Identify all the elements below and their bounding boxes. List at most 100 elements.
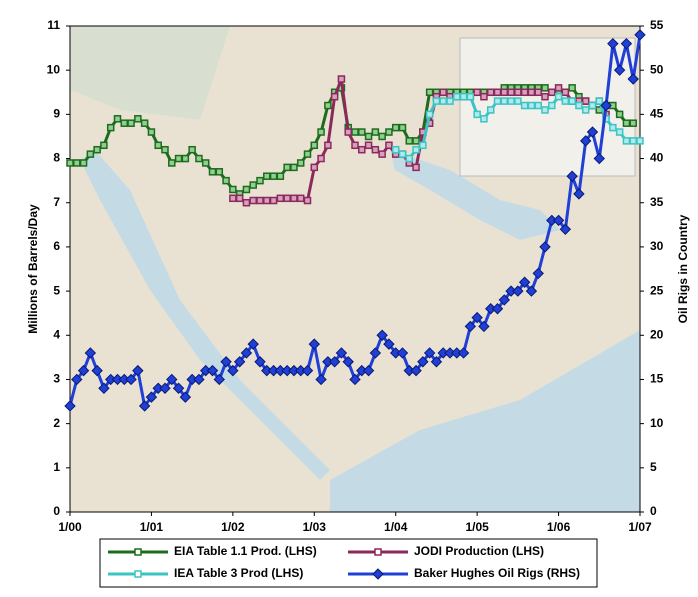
marker — [600, 99, 612, 112]
marker — [586, 126, 599, 138]
marker — [486, 106, 495, 114]
marker — [439, 97, 447, 105]
marker — [263, 172, 271, 180]
marker — [84, 347, 97, 359]
marker — [627, 73, 639, 85]
y-tick-label: 5 — [53, 283, 60, 297]
marker — [396, 347, 409, 359]
marker — [464, 320, 477, 333]
marker — [539, 241, 551, 253]
marker — [324, 101, 332, 110]
y2-tick-label: 55 — [650, 18, 664, 32]
y-tick-label: 7 — [53, 195, 60, 209]
marker — [480, 115, 488, 123]
marker — [525, 285, 538, 297]
marker — [235, 194, 244, 203]
marker — [478, 320, 490, 333]
marker — [607, 37, 619, 50]
marker — [132, 364, 144, 377]
y2-tick-label: 25 — [650, 283, 664, 297]
marker — [615, 110, 624, 119]
marker — [227, 364, 239, 377]
marker — [283, 163, 291, 172]
y2-tick-label: 20 — [650, 327, 664, 341]
legend-marker — [134, 570, 142, 578]
marker — [575, 101, 583, 110]
marker — [432, 97, 441, 105]
marker — [159, 382, 171, 394]
marker — [113, 115, 122, 123]
marker — [172, 382, 185, 394]
marker — [636, 137, 644, 145]
y2-tick-label: 0 — [650, 504, 657, 518]
marker — [215, 168, 224, 176]
marker — [520, 88, 529, 97]
marker — [507, 97, 515, 105]
y2-tick-label: 45 — [650, 107, 664, 121]
marker — [500, 88, 509, 97]
x-tick-label: 1/05 — [465, 520, 489, 534]
marker — [493, 97, 502, 105]
marker — [507, 88, 515, 97]
marker — [188, 145, 196, 154]
marker — [337, 75, 346, 83]
y-tick-label: 3 — [53, 372, 60, 386]
legend-label: IEA Table 3 Prod (LHS) — [174, 566, 303, 580]
marker — [351, 141, 359, 150]
marker — [514, 88, 522, 97]
marker — [573, 188, 585, 200]
marker — [296, 194, 305, 203]
marker — [301, 364, 314, 377]
marker — [349, 373, 361, 386]
marker — [79, 159, 88, 167]
marker — [398, 150, 407, 158]
y2-tick-label: 5 — [650, 460, 657, 474]
legend-label: EIA Table 1.1 Prod. (LHS) — [174, 544, 317, 558]
marker — [378, 150, 386, 158]
marker — [310, 141, 319, 150]
marker — [154, 141, 162, 150]
y-tick-label: 1 — [53, 460, 60, 474]
marker — [168, 159, 176, 167]
x-tick-label: 1/02 — [221, 520, 245, 534]
marker — [206, 364, 219, 377]
marker — [398, 123, 407, 132]
x-tick-label: 1/06 — [547, 520, 571, 534]
y-tick-label: 4 — [53, 327, 60, 341]
marker — [491, 303, 504, 315]
marker — [127, 119, 135, 127]
marker — [303, 150, 312, 158]
marker — [369, 347, 382, 359]
marker — [548, 88, 556, 97]
marker — [317, 128, 325, 136]
marker — [174, 154, 183, 163]
marker — [534, 88, 542, 97]
y-tick-label: 9 — [53, 107, 60, 121]
marker — [385, 141, 393, 150]
y-tick-label: 11 — [47, 18, 60, 32]
x-tick-label: 1/01 — [140, 520, 164, 534]
marker — [249, 196, 257, 205]
marker — [410, 364, 422, 377]
marker — [147, 128, 156, 136]
legend-marker — [374, 548, 382, 556]
marker — [229, 185, 237, 194]
marker — [358, 128, 366, 136]
marker — [98, 382, 110, 394]
map-land — [70, 26, 230, 120]
marker — [425, 88, 434, 97]
marker — [247, 338, 259, 350]
marker — [106, 123, 115, 132]
marker — [330, 92, 339, 101]
y-axis-label: Millions of Barrels/Day — [26, 204, 40, 334]
marker — [595, 97, 604, 105]
marker — [391, 123, 400, 132]
marker — [195, 154, 203, 163]
marker — [615, 128, 624, 136]
marker — [561, 97, 570, 105]
y-tick-label: 8 — [53, 151, 60, 165]
marker — [466, 92, 475, 101]
y-tick-label: 6 — [53, 239, 60, 253]
marker — [86, 150, 95, 158]
marker — [527, 101, 536, 110]
